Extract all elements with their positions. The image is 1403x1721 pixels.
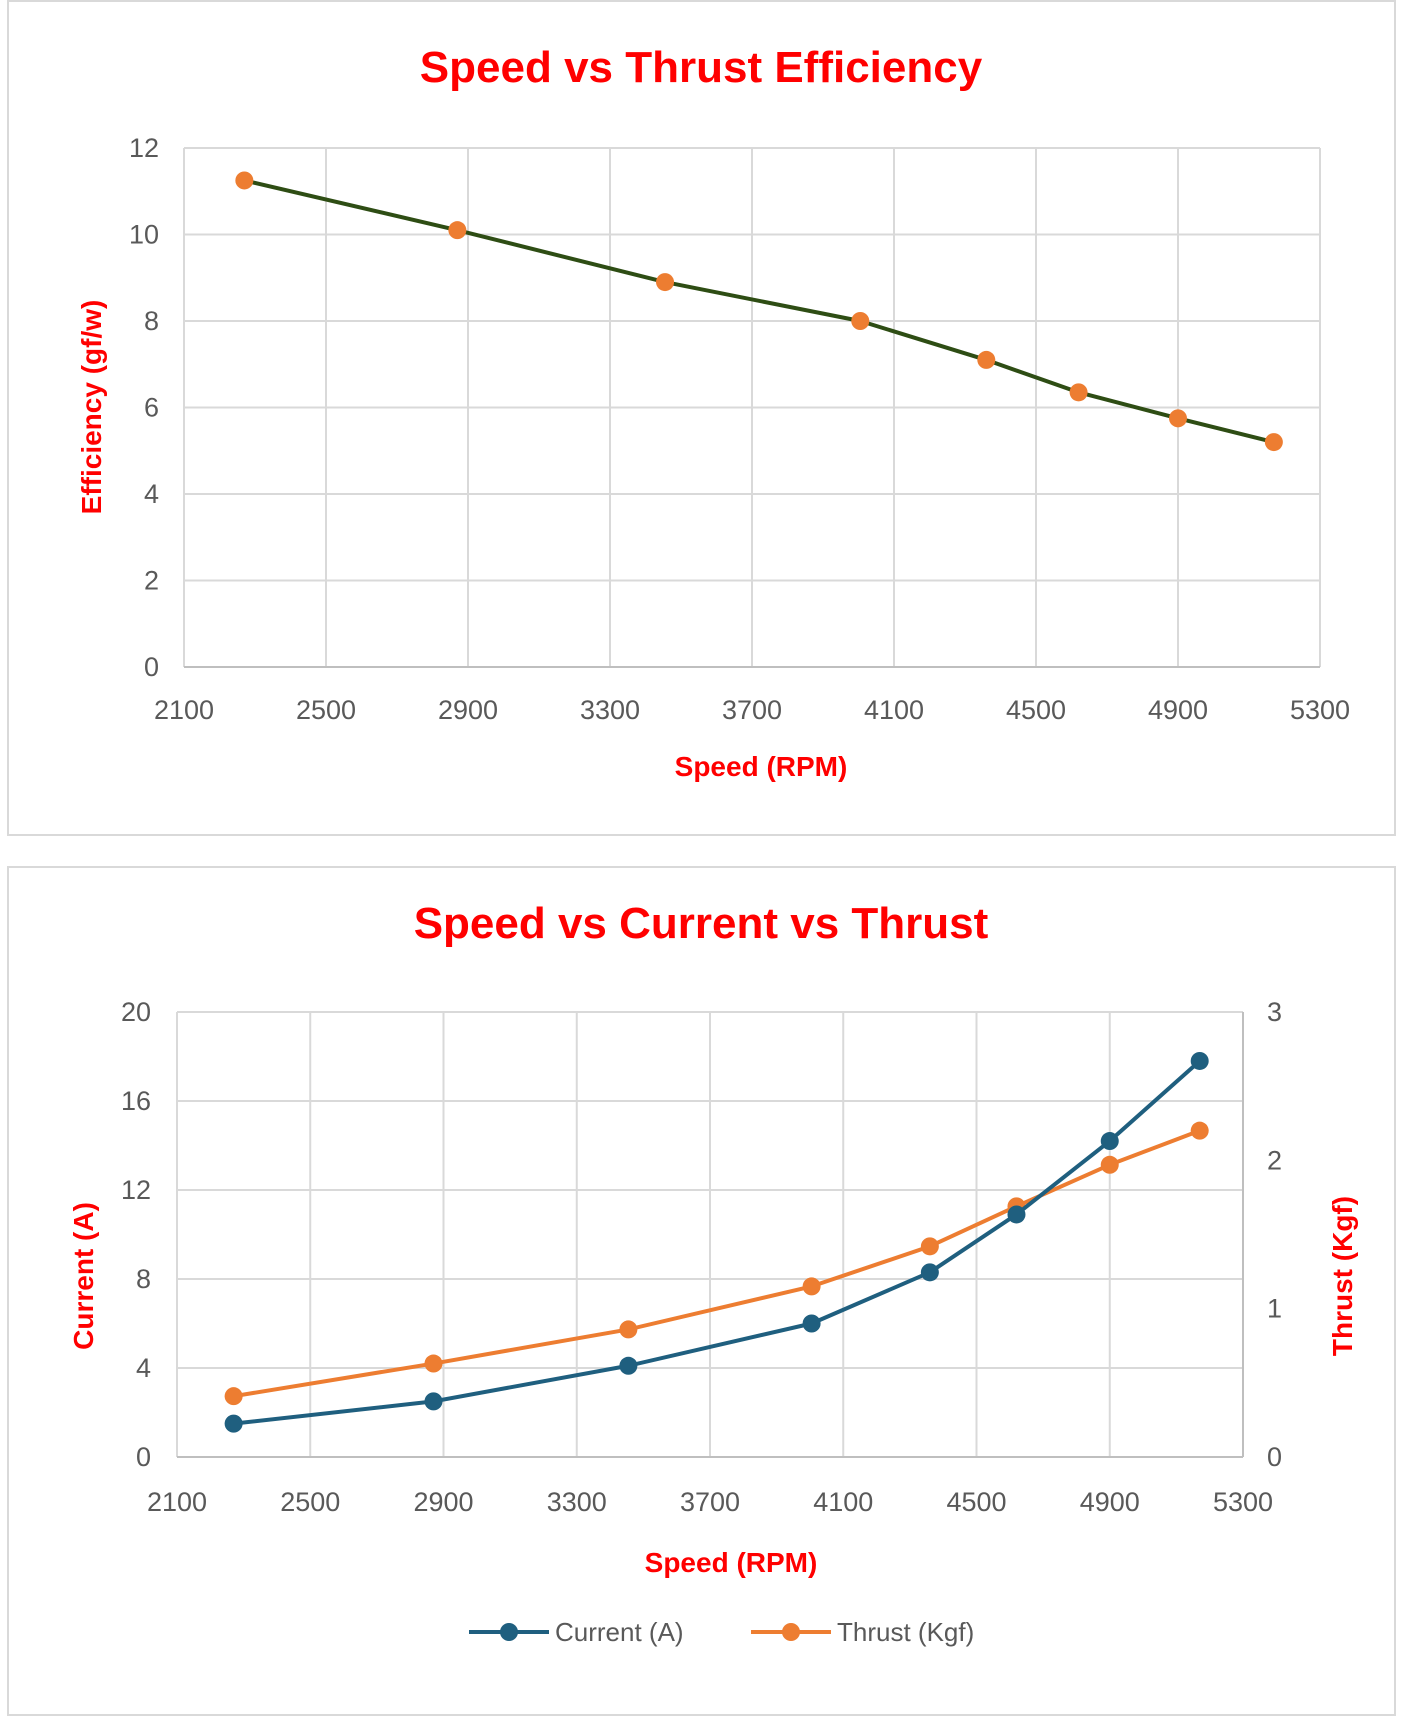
- y-tick-label: 8: [144, 306, 159, 336]
- x-tick-label: 2500: [280, 1487, 340, 1517]
- x-tick-label: 3700: [680, 1487, 740, 1517]
- x-tick-label: 4500: [946, 1487, 1006, 1517]
- current-point: [224, 1414, 243, 1433]
- y-tick-labels: 0 2 4 6 8 10 12: [129, 133, 159, 682]
- y-axis-title-right: Thrust (Kgf): [1327, 1196, 1358, 1356]
- x-tick-label: 3300: [547, 1487, 607, 1517]
- thrust-point: [424, 1354, 443, 1373]
- y-tick-label: 0: [144, 652, 159, 682]
- y-left-tick-label: 16: [121, 1086, 151, 1116]
- current-thrust-chart: Speed vs Current vs Thrust 2100 2500 2900 3…: [68, 899, 1358, 1647]
- thrust-point: [920, 1237, 939, 1256]
- y-tick-label: 2: [144, 566, 159, 596]
- x-tick-label: 4500: [1006, 695, 1066, 725]
- x-axis-title: Speed (RPM): [645, 1547, 818, 1578]
- y-tick-label: 6: [144, 393, 159, 423]
- x-tick-label: 4100: [813, 1487, 873, 1517]
- current-point: [1190, 1051, 1209, 1070]
- current-point: [920, 1263, 939, 1282]
- legend-item-thrust: Thrust (Kgf): [751, 1617, 974, 1647]
- thrust-point: [1100, 1155, 1119, 1174]
- x-tick-label: 3700: [722, 695, 782, 725]
- y-tick-label: 10: [129, 220, 159, 250]
- x-tick-labels: 2100 2500 2900 3300 3700 4100 4500 4900 5300: [147, 1487, 1273, 1517]
- x-tick-label: 2100: [147, 1487, 207, 1517]
- y-tick-label: 4: [144, 479, 159, 509]
- efficiency-line: [243, 178, 1275, 445]
- x-tick-label: 2900: [413, 1487, 473, 1517]
- thrust-point: [802, 1277, 821, 1296]
- current-point: [619, 1356, 638, 1375]
- current-line: [233, 1059, 1202, 1426]
- y-right-tick-label: 0: [1267, 1442, 1282, 1472]
- efficiency-chart-panel: Speed vs Thrust Efficiency 2100 2500 2900 3…: [7, 0, 1396, 836]
- chart-title: Speed vs Current vs Thrust: [414, 899, 989, 948]
- x-tick-label: 4100: [864, 695, 924, 725]
- y-left-tick-label: 12: [121, 1175, 151, 1205]
- series: [235, 171, 1283, 452]
- current-point: [424, 1392, 443, 1411]
- efficiency-point: [977, 350, 996, 369]
- thrust-point: [1190, 1121, 1209, 1140]
- current-point: [1007, 1205, 1026, 1224]
- y-tick-label: 12: [129, 133, 159, 163]
- y-right-tick-label: 3: [1267, 997, 1282, 1027]
- efficiency-point: [1169, 409, 1187, 428]
- x-axis-title: Speed (RPM): [675, 751, 848, 782]
- x-tick-label: 4900: [1080, 1487, 1140, 1517]
- legend-item-current: Current (A): [469, 1617, 684, 1647]
- legend-label-current: Current (A): [555, 1617, 684, 1647]
- y-left-tick-label: 4: [136, 1353, 151, 1383]
- chart-title: Speed vs Thrust Efficiency: [420, 43, 983, 92]
- current-thrust-chart-panel: Speed vs Current vs Thrust 2100 2500 2900 3…: [7, 866, 1396, 1716]
- y-left-tick-label: 0: [136, 1442, 151, 1472]
- series: [224, 1051, 1209, 1433]
- thrust-line: [233, 1128, 1201, 1399]
- efficiency-point: [235, 171, 254, 190]
- efficiency-point: [1069, 383, 1088, 402]
- x-tick-label: 5300: [1213, 1487, 1273, 1517]
- x-tick-label: 2500: [296, 695, 356, 725]
- y-axis-title: Efficiency (gf/w): [76, 300, 107, 515]
- y-left-tick-label: 20: [121, 997, 151, 1027]
- x-tick-label: 5300: [1290, 695, 1350, 725]
- efficiency-point: [448, 221, 467, 240]
- x-tick-label: 2100: [154, 695, 214, 725]
- grid: [176, 1011, 1244, 1458]
- legend-marker-thrust: [782, 1623, 800, 1641]
- x-tick-label: 3300: [580, 695, 640, 725]
- x-tick-label: 2900: [438, 695, 498, 725]
- efficiency-chart: Speed vs Thrust Efficiency 2100 2500 2900 3…: [76, 43, 1350, 782]
- y-right-tick-label: 1: [1267, 1294, 1282, 1324]
- efficiency-point: [656, 273, 675, 292]
- y-right-tick-labels: 0 1 2 3: [1267, 997, 1282, 1472]
- y-left-tick-labels: 0 4 8 12 16 20: [121, 997, 151, 1472]
- legend-label-thrust: Thrust (Kgf): [837, 1617, 974, 1647]
- current-point: [802, 1314, 821, 1333]
- thrust-point: [224, 1387, 243, 1406]
- x-tick-labels: 2100 2500 2900 3300 3700 4100 4500 4900 5300: [154, 695, 1350, 725]
- efficiency-point: [1264, 433, 1283, 452]
- y-left-tick-label: 8: [136, 1264, 151, 1294]
- y-right-tick-label: 2: [1267, 1145, 1282, 1175]
- legend: Current (A) Thrust (Kgf): [469, 1617, 974, 1647]
- efficiency-point: [851, 312, 870, 330]
- y-axis-title-left: Current (A): [68, 1202, 99, 1350]
- current-point: [1100, 1132, 1119, 1151]
- grid: [183, 147, 1321, 668]
- thrust-point: [619, 1320, 638, 1339]
- x-tick-label: 4900: [1148, 695, 1208, 725]
- legend-marker-current: [500, 1623, 518, 1641]
